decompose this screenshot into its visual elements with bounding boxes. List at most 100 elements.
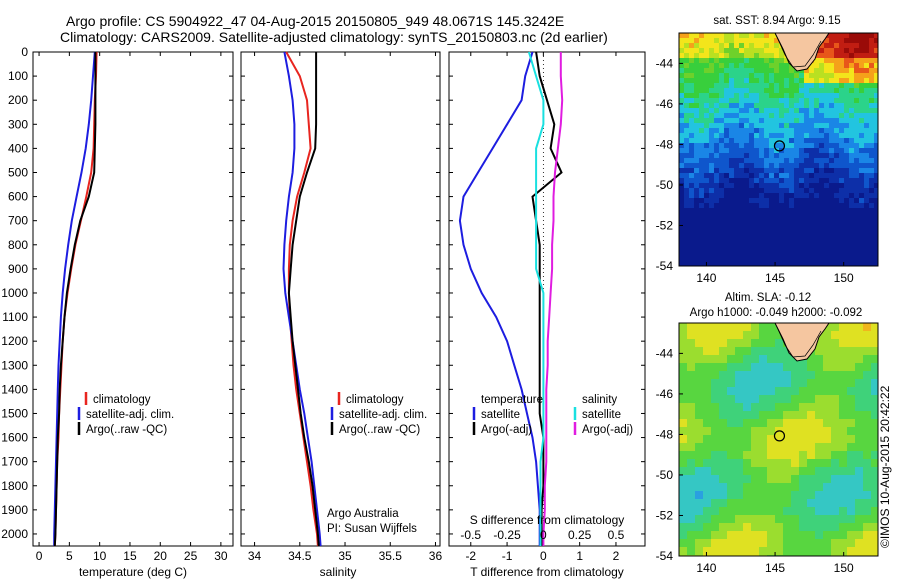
heatmap-cell (703, 339, 712, 348)
heatmap-cell (869, 228, 875, 234)
heatmap-cell (791, 443, 800, 452)
heatmap-cell (734, 108, 740, 114)
y-tick-label: -52 (656, 508, 674, 522)
heatmap-cell (744, 98, 750, 104)
heatmap-cell (689, 223, 695, 229)
heatmap-cell (739, 168, 745, 174)
heatmap-cell (859, 248, 865, 254)
heatmap-cell (679, 83, 685, 89)
heatmap-cell (831, 459, 840, 468)
heatmap-cell (834, 53, 840, 59)
heatmap-cell (687, 531, 696, 540)
heatmap-cell (809, 188, 815, 194)
heatmap-cell (784, 148, 790, 154)
heatmap-cell (734, 68, 740, 74)
heatmap-cell (863, 499, 872, 508)
heatmap-cell (839, 168, 845, 174)
heatmap-cell (789, 83, 795, 89)
heatmap-cell (831, 523, 840, 532)
heatmap-cell (854, 38, 860, 44)
heatmap-cell (815, 395, 824, 404)
heatmap-cell (775, 491, 784, 500)
heatmap-cell (814, 128, 820, 134)
heatmap-cell (735, 339, 744, 348)
heatmap-cell (819, 48, 825, 54)
heatmap-cell (847, 443, 856, 452)
heatmap-cell (739, 98, 745, 104)
heatmap-cell (735, 427, 744, 436)
heatmap-cell (714, 173, 720, 179)
heatmap-cell (864, 123, 870, 129)
heatmap-cell (869, 188, 875, 194)
heatmap-cell (679, 547, 688, 556)
heatmap-cell (759, 233, 765, 239)
heatmap-cell (804, 233, 810, 239)
heatmap-cell (699, 193, 705, 199)
heatmap-cell (699, 68, 705, 74)
heatmap-cell (735, 523, 744, 532)
heatmap-cell (689, 193, 695, 199)
heatmap-cell (779, 178, 785, 184)
heatmap-cell (847, 499, 856, 508)
heatmap-cell (804, 68, 810, 74)
heatmap-cell (794, 178, 800, 184)
heatmap-cell (784, 93, 790, 99)
heatmap-cell (735, 507, 744, 516)
heatmap-cell (775, 331, 784, 340)
heatmap-cell (759, 148, 765, 154)
heatmap-cell (684, 183, 690, 189)
heatmap-cell (799, 238, 805, 244)
heatmap-cell (839, 63, 845, 69)
heatmap-cell (687, 459, 696, 468)
heatmap-cell (754, 88, 760, 94)
heatmap-cell (751, 387, 760, 396)
heatmap-cell (719, 253, 725, 259)
heatmap-cell (764, 178, 770, 184)
heatmap-cell (709, 53, 715, 59)
heatmap-cell (754, 243, 760, 249)
heatmap-cell (824, 138, 830, 144)
heatmap-cell (804, 133, 810, 139)
heatmap-cell (807, 371, 816, 380)
heatmap-cell (814, 123, 820, 129)
heatmap-cell (799, 379, 808, 388)
heatmap-cell (769, 108, 775, 114)
heatmap-cell (684, 48, 690, 54)
heatmap-cell (854, 138, 860, 144)
heatmap-cell (864, 63, 870, 69)
heatmap-cell (819, 153, 825, 159)
heatmap-cell (807, 427, 816, 436)
heatmap-cell (679, 143, 685, 149)
heatmap-cell (684, 143, 690, 149)
heatmap-cell (751, 475, 760, 484)
heatmap-cell (759, 123, 765, 129)
heatmap-cell (759, 98, 765, 104)
heatmap-cell (709, 73, 715, 79)
heatmap-cell (783, 483, 792, 492)
heatmap-cell (849, 118, 855, 124)
heatmap-cell (779, 218, 785, 224)
heatmap-cell (829, 133, 835, 139)
heatmap-cell (743, 411, 752, 420)
heatmap-cell (769, 43, 775, 49)
heatmap-cell (694, 243, 700, 249)
heatmap-cell (854, 33, 860, 39)
heatmap-cell (699, 248, 705, 254)
heatmap-cell (774, 218, 780, 224)
heatmap-cell (854, 63, 860, 69)
heatmap-cell (689, 213, 695, 219)
heatmap-cell (687, 499, 696, 508)
heatmap-cell (699, 123, 705, 129)
heatmap-cell (679, 58, 685, 64)
heatmap-cell (874, 223, 878, 229)
coastline (776, 36, 822, 68)
heatmap-cell (704, 233, 710, 239)
heatmap-cell (807, 539, 816, 548)
heatmap-cell (694, 213, 700, 219)
heatmap-cell (769, 78, 775, 84)
heatmap-cell (779, 123, 785, 129)
heatmap-cell (759, 387, 768, 396)
heatmap-cell (729, 63, 735, 69)
heatmap-cell (729, 243, 735, 249)
heatmap-cell (774, 103, 780, 109)
